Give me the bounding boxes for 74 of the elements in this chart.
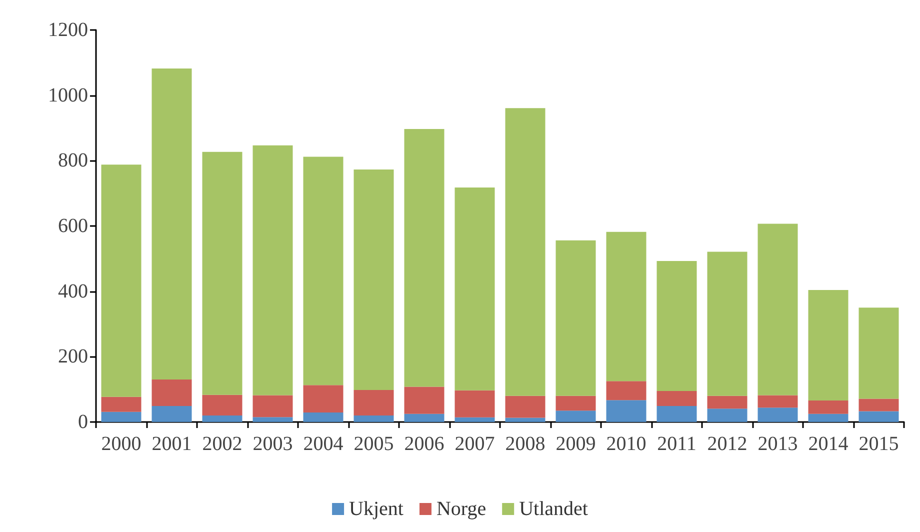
x-tick-label: 2014 (808, 433, 848, 455)
bar (101, 412, 142, 422)
x-tick-label: 2002 (202, 433, 242, 455)
bar (758, 408, 798, 422)
bar (707, 408, 748, 422)
x-tick-label: 2006 (404, 433, 444, 455)
x-tick-label: 2008 (505, 433, 546, 455)
bar (656, 260, 697, 391)
y-tick-label: 400 (58, 280, 88, 302)
bar (858, 308, 899, 399)
x-tick-label: 2012 (707, 433, 748, 455)
bar (252, 417, 293, 422)
bar (202, 152, 242, 395)
bar (606, 232, 646, 382)
x-tick-label: 2010 (606, 433, 646, 455)
legend-label: Norge (436, 498, 486, 520)
bar (101, 164, 142, 397)
x-tick-label: 2001 (152, 433, 192, 455)
x-tick-label: 2009 (556, 433, 596, 455)
bar (758, 224, 798, 396)
bar (454, 187, 495, 390)
bar (303, 156, 344, 386)
bar (303, 385, 344, 413)
x-tick-label: 2005 (354, 433, 394, 455)
x-tick-label: 2007 (454, 433, 495, 455)
bar (252, 395, 293, 418)
bar (505, 396, 546, 418)
legend-label: Ukjent (349, 498, 404, 520)
bar (354, 169, 394, 390)
y-tick-label: 0 (78, 411, 88, 433)
bar (656, 406, 697, 422)
bar (152, 68, 192, 380)
bar (404, 386, 444, 414)
bar (808, 290, 848, 400)
bar (758, 395, 798, 408)
bar (303, 412, 344, 422)
bar (808, 414, 848, 422)
bar (606, 381, 646, 400)
bar (858, 411, 899, 422)
bar (202, 394, 242, 416)
bar (556, 410, 596, 422)
y-tick-label: 200 (58, 346, 88, 368)
bar (404, 414, 444, 422)
y-tick-label: 1200 (48, 19, 88, 41)
bar (101, 396, 142, 412)
y-tick-label: 1000 (48, 84, 88, 106)
bar (707, 396, 748, 409)
x-tick-label: 2011 (657, 433, 696, 455)
bar (808, 400, 848, 414)
y-tick-label: 600 (58, 215, 88, 237)
x-tick-label: 2004 (303, 433, 344, 455)
legend-label: Utlandet (519, 498, 588, 520)
bar (707, 252, 748, 396)
bar (202, 415, 242, 422)
bar (252, 145, 293, 396)
bar (152, 406, 192, 422)
bar (505, 108, 546, 396)
bar (404, 128, 444, 387)
bar (556, 240, 596, 396)
x-tick-label: 2013 (758, 433, 798, 455)
y-tick-label: 800 (58, 150, 88, 172)
bar (505, 418, 546, 422)
bar (152, 380, 192, 406)
bar (858, 398, 899, 412)
x-tick-label: 2000 (101, 433, 142, 455)
bar (556, 396, 596, 411)
bar (606, 400, 646, 422)
bar (354, 390, 394, 416)
x-tick-label: 2015 (858, 433, 899, 455)
bar (656, 390, 697, 406)
x-tick-label: 2003 (252, 433, 293, 455)
bar (454, 417, 495, 422)
bar (354, 415, 394, 422)
bar (454, 390, 495, 418)
